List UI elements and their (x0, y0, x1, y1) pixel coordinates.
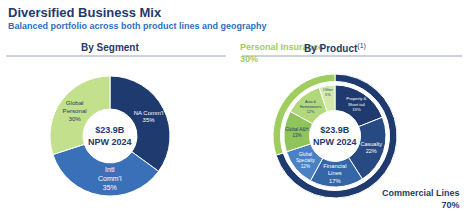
svg-text:GlobalSpecialty12%: GlobalSpecialty12% (296, 152, 316, 169)
svg-text:GlobalPersonal30%: GlobalPersonal30% (63, 99, 87, 122)
svg-text:Personal Insurance30%: Personal Insurance30% (240, 42, 323, 64)
svg-text:Other5%: Other5% (323, 87, 334, 97)
svg-text:Auto &Homeowners12%: Auto &Homeowners12% (300, 100, 322, 114)
svg-text:IntlComm'l35%: IntlComm'l35% (98, 166, 122, 191)
svg-text:Property &Short tail19%: Property &Short tail19% (346, 96, 366, 112)
svg-text:NA Comm'l35%: NA Comm'l35% (134, 110, 164, 124)
svg-text:By Segment: By Segment (81, 42, 139, 53)
svg-text:$23.9BNPW 2024: $23.9BNPW 2024 (313, 125, 357, 147)
svg-text:Commercial Lines70%: Commercial Lines70% (382, 188, 460, 210)
svg-text:Balanced portfolio across both: Balanced portfolio across both product l… (8, 21, 267, 31)
svg-text:Diversified Business Mix: Diversified Business Mix (8, 5, 162, 20)
svg-text:Global A&H13%: Global A&H13% (285, 127, 308, 138)
svg-text:$23.9BNPW 2024: $23.9BNPW 2024 (88, 125, 132, 147)
svg-text:Casualty22%: Casualty22% (360, 141, 382, 154)
svg-text:By Product​(1)​: By Product​(1)​ (304, 42, 366, 54)
svg-text:FinancialLines17%: FinancialLines17% (323, 163, 346, 184)
